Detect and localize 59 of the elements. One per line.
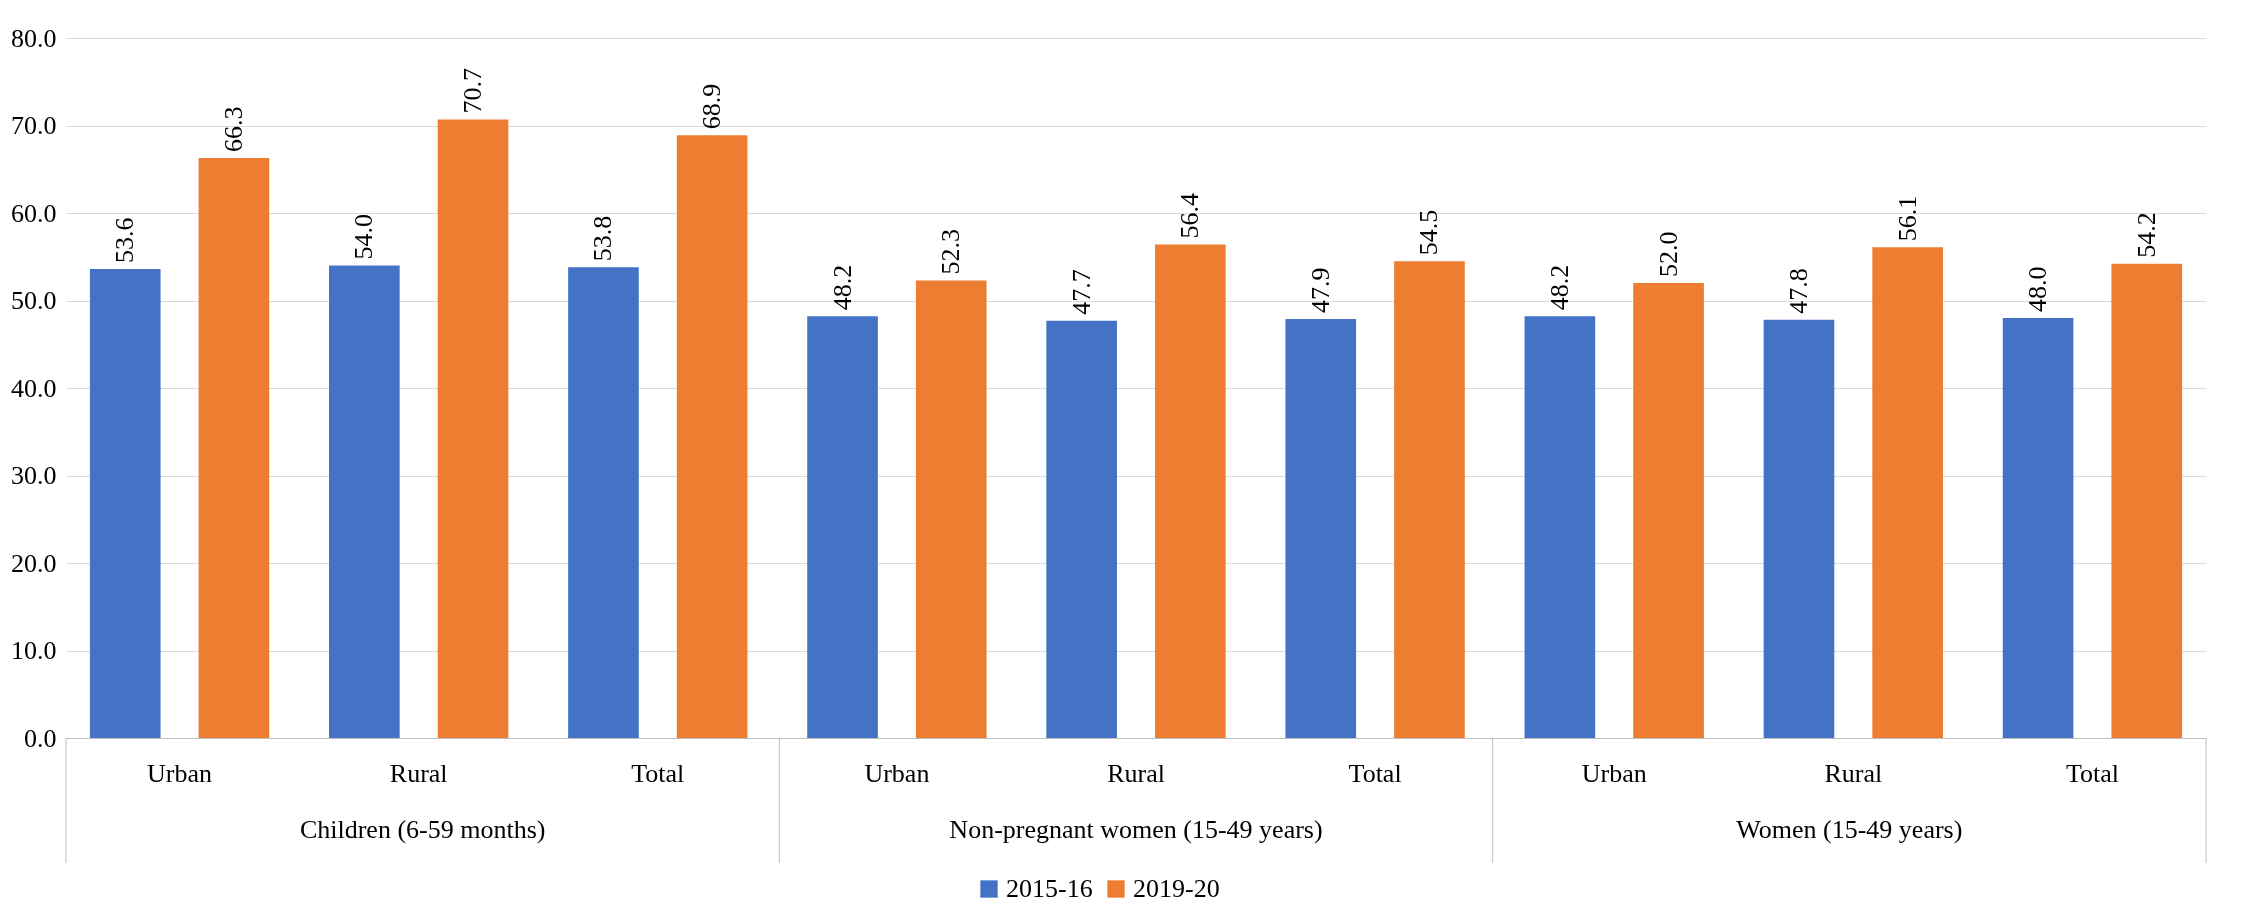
x-tick-label: Rural (389, 758, 448, 788)
legend-label: 2019-20 (1133, 874, 1220, 903)
y-tick-label: 80.0 (11, 23, 57, 53)
bar (1633, 283, 1704, 738)
y-tick-label: 10.0 (11, 636, 57, 665)
y-tick-label: 30.0 (11, 461, 57, 490)
bar (2111, 263, 2183, 738)
y-tick-label: 20.0 (11, 548, 57, 578)
bar (1394, 261, 1465, 738)
bar (1285, 318, 1357, 738)
x-tick-label: Rural (1824, 758, 1883, 788)
legend-label: 2015-16 (1006, 874, 1093, 903)
bar (568, 267, 639, 738)
data-label: 48.2 (827, 264, 857, 311)
y-tick-label: 60.0 (11, 198, 57, 228)
data-label: 53.6 (110, 217, 140, 263)
bar (676, 135, 748, 738)
data-label: 54.2 (2131, 212, 2161, 258)
bar (329, 265, 400, 738)
x-tick-label: Urban (147, 758, 213, 788)
data-label: 47.9 (1305, 267, 1335, 313)
x-tick-label: Total (2065, 758, 2119, 788)
y-tick-label: 50.0 (11, 286, 57, 315)
bar (437, 119, 509, 738)
data-label: 48.2 (1544, 264, 1574, 311)
x-tick-label: Total (631, 758, 685, 788)
bar (1763, 319, 1835, 738)
bar (1524, 316, 1596, 738)
data-label: 47.7 (1066, 269, 1096, 315)
text: Non-pregnant women (15-49 years) (949, 815, 1323, 844)
bar (807, 316, 878, 738)
data-label: 53.8 (588, 215, 618, 262)
text: Children (6-59 months) (299, 815, 546, 844)
bar (1872, 247, 1943, 738)
data-label: 68.9 (697, 83, 727, 130)
data-label: 48.0 (2023, 266, 2053, 312)
x-tick-label: Total (1348, 758, 1402, 788)
bar (2002, 318, 2074, 738)
data-label: 70.7 (458, 67, 488, 114)
y-tick-label: 0.0 (24, 723, 57, 753)
data-label: 54.0 (349, 214, 379, 260)
y-tick-label: 40.0 (11, 373, 57, 403)
data-label: 52.0 (1653, 231, 1683, 277)
bar (198, 157, 270, 738)
data-label: 54.5 (1414, 209, 1444, 256)
x-tick-label: Urban (1581, 758, 1647, 788)
data-label: 56.1 (1892, 195, 1922, 242)
y-tick-label: 70.0 (11, 111, 57, 140)
bar (89, 269, 161, 738)
bar (915, 280, 987, 738)
data-label: 47.8 (1783, 268, 1813, 314)
data-label: 52.3 (936, 228, 966, 275)
bar (1046, 320, 1117, 738)
bar (1155, 244, 1226, 738)
data-label: 56.4 (1175, 193, 1205, 239)
data-label: 66.3 (218, 106, 248, 152)
x-tick-label: Urban (864, 758, 930, 788)
text: Women (15-49 years) (1736, 815, 1963, 844)
x-tick-label: Rural (1107, 758, 1165, 788)
